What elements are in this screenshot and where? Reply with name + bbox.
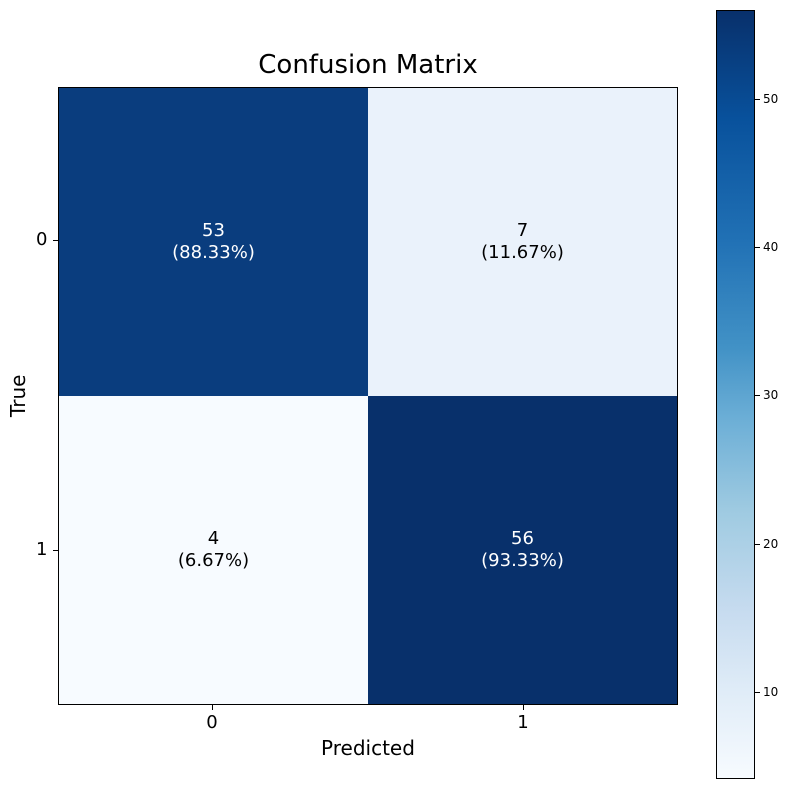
colorbar — [716, 10, 755, 779]
colorbar-tick-30: 30 — [763, 388, 779, 402]
y-axis-label: True — [6, 374, 30, 417]
y-tick-1: 1 — [36, 539, 48, 560]
matrix-grid: 53 (88.33%) 7 (11.67%) 4 (6.67%) 56 (93.… — [58, 87, 678, 705]
cell-percent: (6.67%) — [177, 550, 250, 571]
colorbar-tick-mark — [755, 544, 760, 545]
x-axis-label: Predicted — [321, 736, 415, 760]
y-tick-0: 0 — [36, 229, 48, 250]
colorbar-tick-mark — [755, 99, 760, 100]
cell-percent: (11.67%) — [481, 242, 564, 263]
x-tick-1: 1 — [517, 712, 529, 733]
y-tick-mark — [53, 240, 58, 241]
cell-true0-pred1: 7 (11.67%) — [368, 88, 677, 396]
colorbar-tick-mark — [755, 395, 760, 396]
chart-title: Confusion Matrix — [258, 50, 478, 80]
cell-percent: (93.33%) — [481, 550, 564, 571]
x-tick-mark — [523, 705, 524, 710]
colorbar-tick-mark — [755, 247, 760, 248]
y-tick-mark — [53, 550, 58, 551]
cell-true1-pred1: 56 (93.33%) — [368, 396, 677, 704]
x-tick-mark — [212, 705, 213, 710]
colorbar-tick-40: 40 — [763, 240, 779, 254]
colorbar-tick-10: 10 — [763, 685, 779, 699]
colorbar-tick-mark — [755, 692, 760, 693]
colorbar-tick-20: 20 — [763, 537, 779, 551]
cell-count: 4 — [207, 528, 220, 549]
colorbar-tick-50: 50 — [763, 92, 779, 106]
cell-true0-pred0: 53 (88.33%) — [59, 88, 368, 396]
x-tick-0: 0 — [206, 712, 218, 733]
cell-count: 7 — [516, 220, 529, 241]
cell-count: 56 — [511, 528, 534, 549]
cell-true1-pred0: 4 (6.67%) — [59, 396, 368, 704]
cell-percent: (88.33%) — [172, 242, 255, 263]
cell-count: 53 — [202, 220, 225, 241]
